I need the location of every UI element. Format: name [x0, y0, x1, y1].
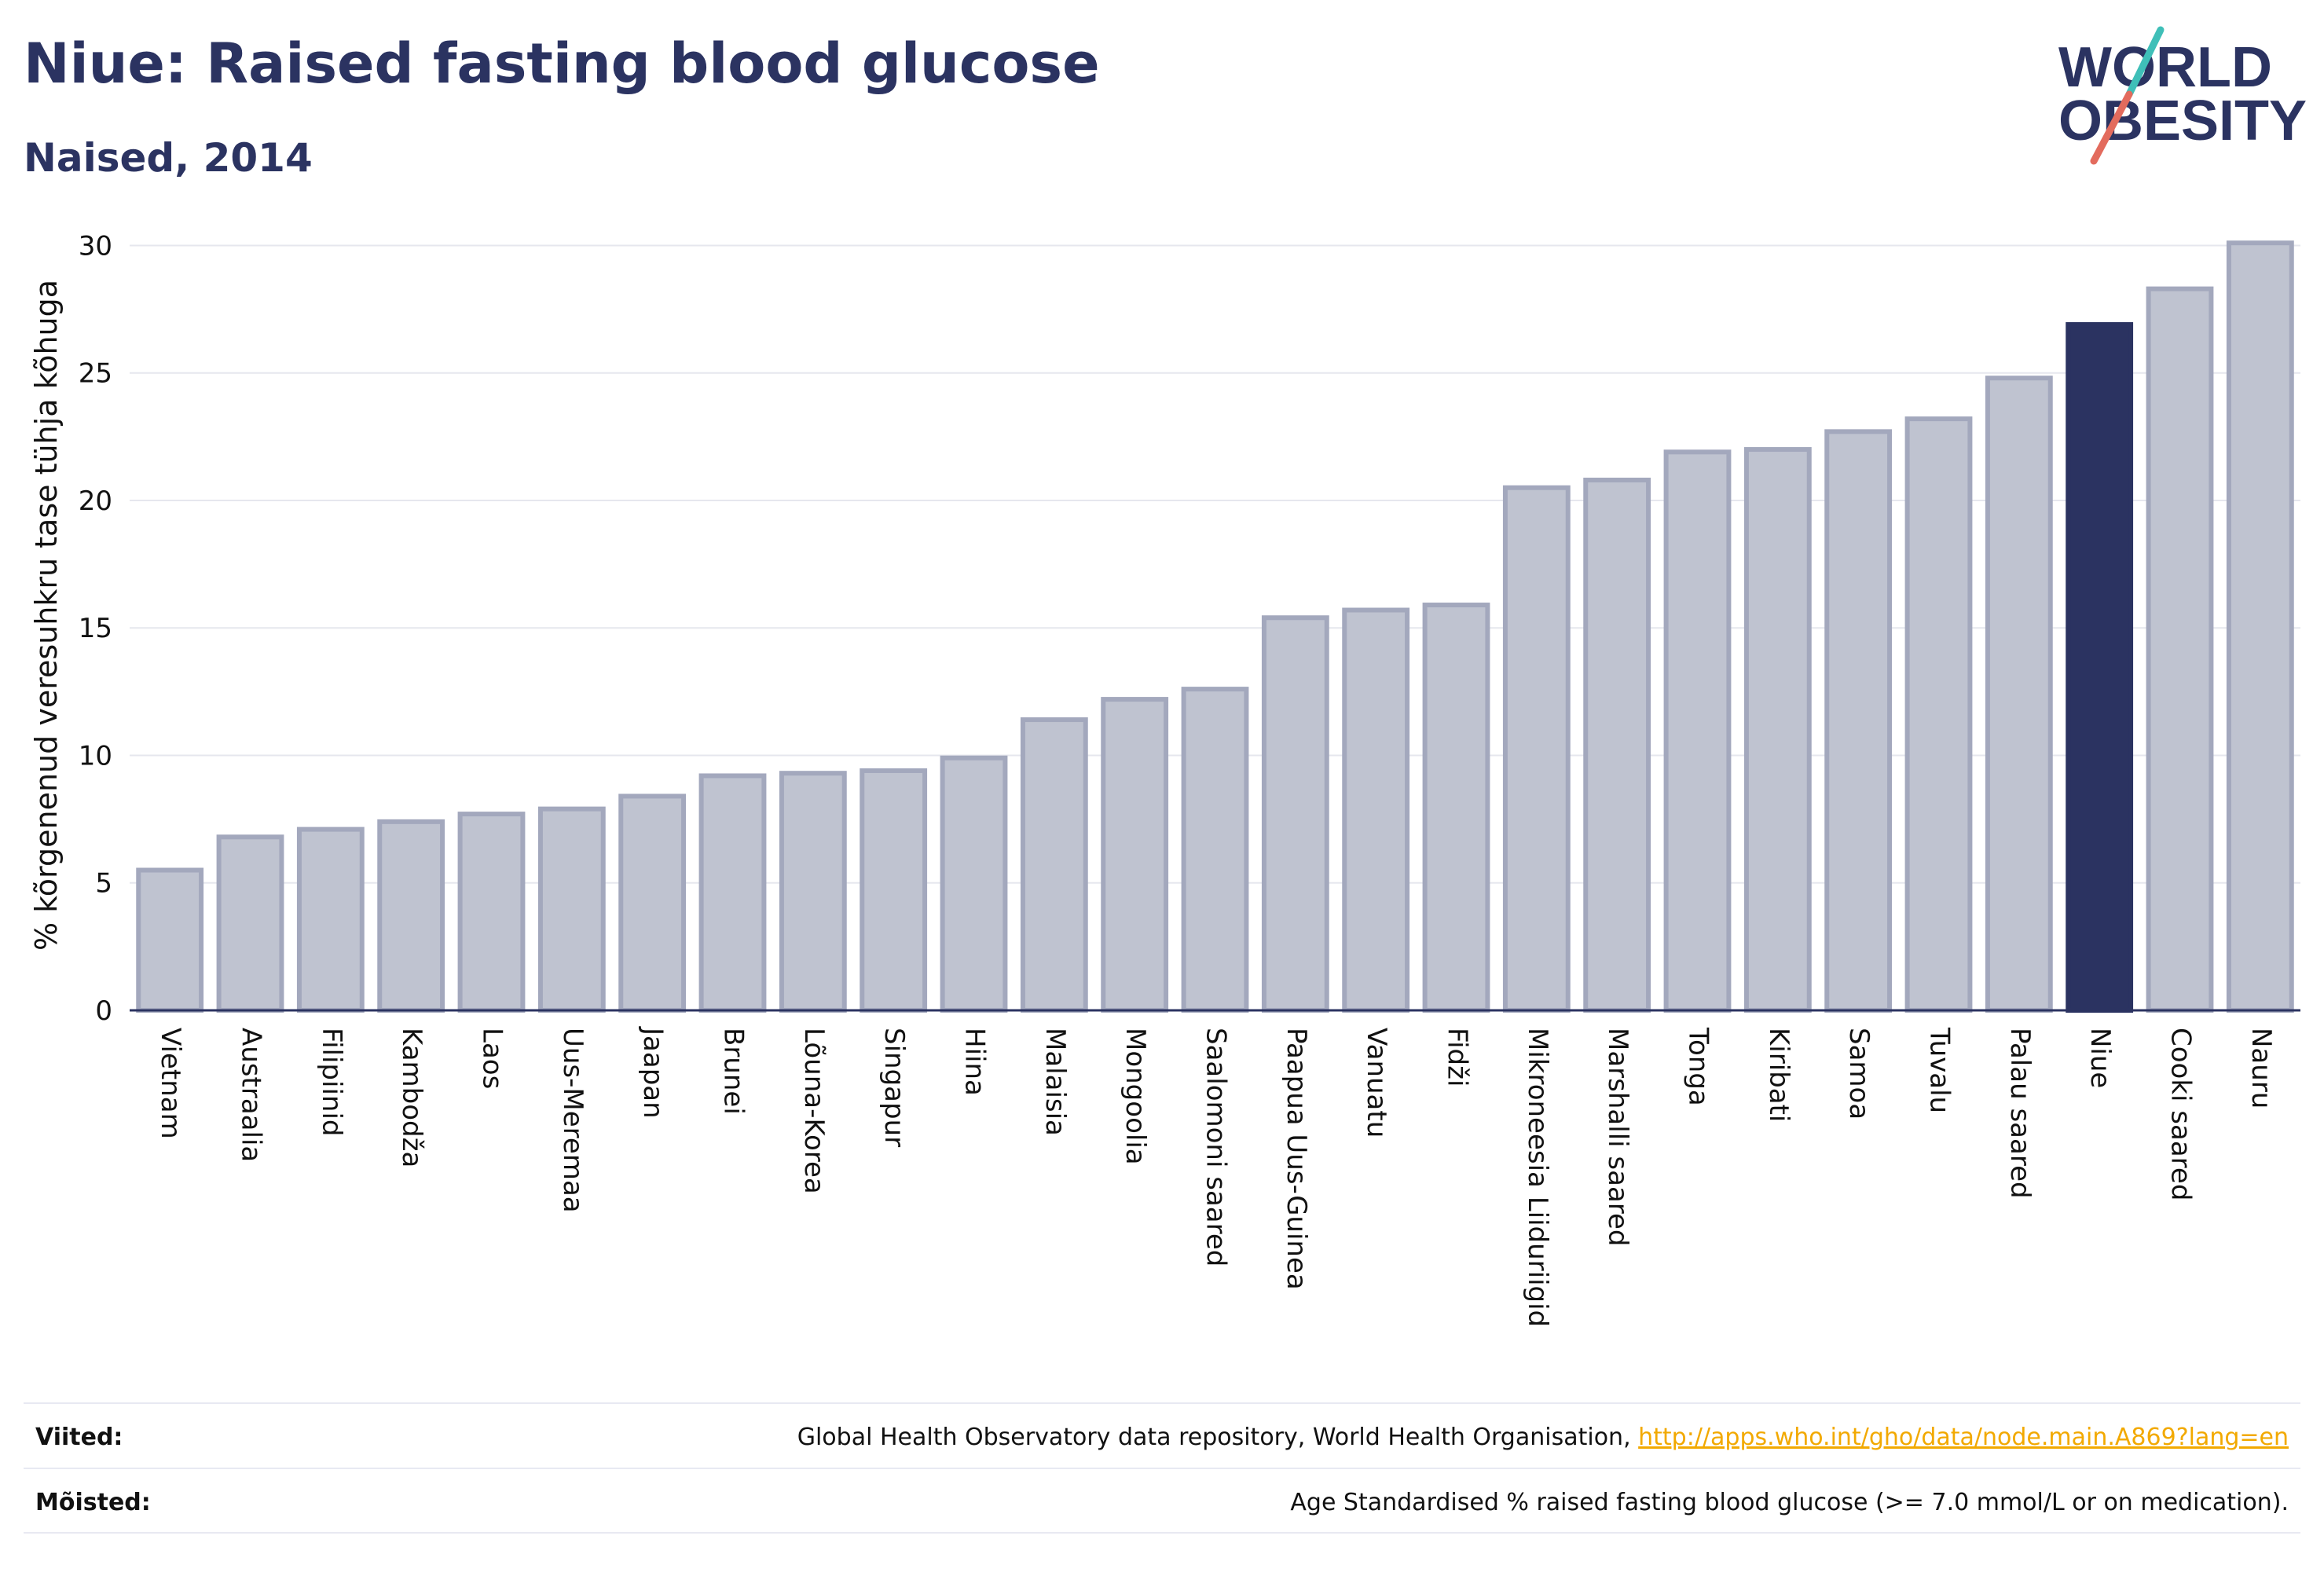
footer-divider-bottom: [24, 1532, 2300, 1534]
bar-nauru: [2226, 240, 2294, 1013]
x-tick-label: Tuvalu: [1924, 1027, 1956, 1113]
bar-l-una-korea: [779, 771, 847, 1013]
bar-cooki-saared: [2146, 286, 2214, 1013]
chart-title: Niue: Raised fasting blood glucose: [24, 31, 1100, 96]
x-tick-label: Hiina: [959, 1028, 991, 1096]
definitions-text: Age Standardised % raised fasting blood …: [1290, 1489, 2289, 1516]
chart-subtitle: Naised, 2014: [24, 135, 313, 181]
x-tick-label: Cooki saared: [2165, 1028, 2197, 1200]
x-tick-label: Vietnam: [155, 1028, 186, 1139]
bar-saalomoni-saared: [1181, 687, 1249, 1013]
logo-line2: OBESITY: [2058, 90, 2307, 152]
bar-marshalli-saared: [1583, 478, 1651, 1013]
x-tick-label: Palau saared: [2004, 1028, 2036, 1199]
x-tick-label: Kiribati: [1763, 1028, 1794, 1122]
x-tick-label: Fidži: [1442, 1028, 1473, 1087]
world-obesity-logo: WORLD OBESITY: [2058, 26, 2307, 165]
x-tick-label: Filipiinid: [316, 1028, 347, 1136]
bar-kiribati: [1743, 447, 1812, 1013]
x-tick-label: Laos: [477, 1028, 508, 1089]
x-tick-label: Uus-Meremaa: [557, 1028, 588, 1213]
bar-niue: [2066, 322, 2134, 1013]
bar-hiina: [940, 755, 1008, 1013]
x-tick-label: Nauru: [2245, 1028, 2277, 1109]
sources-description: Global Health Observatory data repositor…: [797, 1424, 1639, 1451]
x-tick-label: Malaisia: [1039, 1028, 1071, 1136]
y-tick-label: 10: [79, 740, 112, 772]
bar-malaisia: [1020, 717, 1088, 1013]
logo-slash-teal: [2125, 26, 2165, 98]
y-tick-label: 25: [79, 358, 112, 390]
x-tick-label: Saalomoni saared: [1200, 1028, 1232, 1266]
x-tick-label: Paapua Uus-Guinea: [1281, 1028, 1312, 1290]
x-tick-label: Kambodža: [396, 1028, 427, 1167]
x-tick-label: Mikroneesia Liiduriigid: [1522, 1028, 1553, 1327]
footer-divider-middle: [24, 1468, 2300, 1469]
definitions-label: Mõisted:: [35, 1489, 151, 1516]
bar-tuvalu: [1904, 416, 1973, 1013]
bar-vietnam: [136, 867, 204, 1013]
x-tick-label: Jaapan: [637, 1026, 669, 1119]
x-tick-label: Singapur: [878, 1028, 910, 1147]
y-axis-label: % kõrgenenud veresuhkru tase tühja kõhug…: [29, 280, 64, 951]
logo-slash-red: [2090, 90, 2133, 165]
x-tick-label: Samoa: [1843, 1028, 1875, 1120]
x-tick-label: Vanuatu: [1361, 1028, 1392, 1138]
sources-link[interactable]: http://apps.who.int/gho/data/node.main.A…: [1638, 1424, 2289, 1451]
y-tick-label: 0: [95, 995, 112, 1027]
bar-chart: 0 5 10 15 20 25 30 Vietnam Austraalia Filipiinid K…: [29, 230, 2300, 1327]
bar-singapur: [860, 768, 928, 1013]
x-tick-label: Lõuna-Korea: [798, 1028, 830, 1194]
x-tick-label: Tonga: [1683, 1027, 1714, 1106]
bar-mikroneesia-liiduriigid: [1502, 485, 1571, 1013]
bar-austraalia: [216, 834, 284, 1013]
bar-brunei: [698, 773, 767, 1013]
x-tick-label: Marshalli saared: [1602, 1028, 1633, 1247]
y-tick-label: 30: [79, 230, 112, 262]
bar-tonga: [1663, 449, 1732, 1013]
bar-filipiinid: [296, 826, 365, 1013]
logo-line1: WORLD: [2058, 36, 2272, 99]
bar-palau-saared: [1985, 376, 2053, 1013]
y-tick-label: 15: [79, 613, 112, 644]
bar-jaapan: [618, 793, 687, 1013]
bar-laos: [457, 812, 526, 1013]
bar-samoa: [1824, 429, 1893, 1013]
bar-uus-meremaa: [537, 806, 606, 1013]
x-tick-label: Brunei: [718, 1028, 750, 1115]
x-tick-label: Mongoolia: [1120, 1028, 1151, 1165]
footer-divider-top: [24, 1402, 2300, 1404]
y-tick-label: 5: [95, 868, 112, 900]
bar-vanuatu: [1342, 607, 1410, 1013]
y-tick-label: 20: [79, 486, 112, 517]
bar-kambod-a: [377, 819, 445, 1013]
bar-fid-i: [1422, 603, 1490, 1013]
x-tick-label: Niue: [2084, 1028, 2116, 1088]
sources-text: Global Health Observatory data repositor…: [797, 1424, 2289, 1451]
bar-paapua-uus-guinea: [1261, 615, 1329, 1013]
x-tick-label: Austraalia: [236, 1028, 267, 1162]
bar-mongoolia: [1101, 697, 1169, 1013]
sources-label: Viited:: [35, 1424, 123, 1451]
